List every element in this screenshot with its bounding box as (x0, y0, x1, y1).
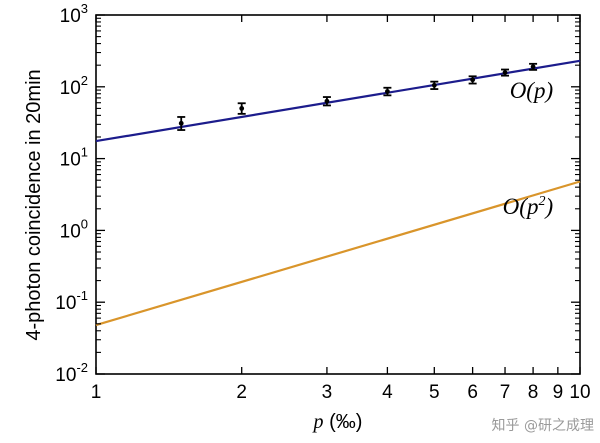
plot-frame (95, 14, 581, 375)
axes-layer: 1 2 3 4 5 6 7 8 9 10 10-2 10-1 100 101 102 103 (55, 1, 590, 403)
watermark: 知乎 @研之成理 (492, 417, 594, 434)
y-tick-label: 10-1 (55, 288, 88, 314)
series-layer (95, 59, 581, 327)
data-point (239, 106, 245, 111)
x-tick-label: 9 (553, 382, 564, 403)
data-point (470, 77, 476, 83)
data-point (431, 82, 437, 88)
annotation-label: O(p) (510, 78, 553, 103)
y-tick-label: 103 (60, 1, 88, 27)
data-point (178, 120, 184, 126)
x-tick-label: 8 (528, 382, 539, 403)
series-line-1 (95, 180, 581, 327)
x-tick-label: 5 (429, 382, 440, 403)
x-tick-label: 7 (500, 382, 511, 403)
data-point (530, 64, 536, 70)
x-tick-label: 6 (467, 382, 478, 403)
plot-area (95, 14, 581, 375)
data-point (502, 70, 508, 75)
x-tick-label: 3 (322, 382, 333, 403)
x-tick-label: 10 (569, 382, 590, 403)
x-tick-label: 2 (236, 382, 247, 403)
x-tick-label: 1 (91, 382, 102, 403)
annotation-layer: O(p) O(p2) (503, 78, 553, 219)
annotation-label: O(p2) (503, 194, 553, 219)
series-line-0 (95, 59, 581, 143)
y-axis-label: 4-photon coincidence in 20min (23, 69, 45, 340)
data-point (384, 89, 390, 94)
y-tick-label: 10-2 (55, 360, 88, 386)
data-point (324, 98, 330, 104)
x-axis-label: p (‰) (312, 411, 363, 433)
y-tick-label: 102 (60, 73, 88, 99)
y-tick-label: 100 (60, 216, 88, 242)
x-tick-label: 4 (382, 382, 393, 403)
y-tick-label: 101 (60, 145, 88, 171)
